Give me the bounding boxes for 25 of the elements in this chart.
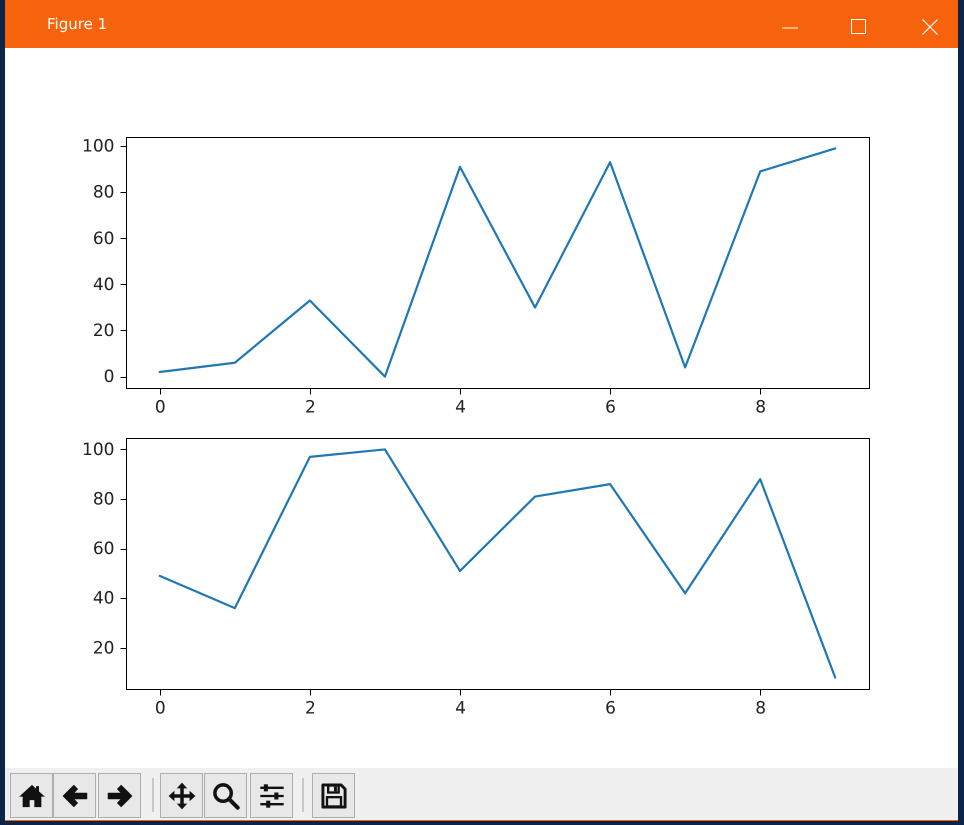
y-tick-label: 80 bbox=[92, 182, 114, 203]
x-tick-label: 6 bbox=[605, 398, 616, 418]
y-tick-label: 0 bbox=[104, 367, 114, 388]
x-tick-label: 0 bbox=[154, 698, 166, 718]
line-series bbox=[158, 448, 836, 679]
y-tick-label: 100 bbox=[82, 136, 114, 157]
y-tick-label: 40 bbox=[92, 274, 114, 295]
line-series bbox=[158, 147, 836, 378]
y-tick-label: 20 bbox=[92, 320, 114, 341]
x-tick-label: 0 bbox=[154, 398, 166, 418]
y-tick-label: 60 bbox=[92, 228, 114, 249]
y-tick-label: 40 bbox=[92, 588, 114, 609]
x-tick-label: 8 bbox=[755, 698, 766, 718]
y-tick-label: 60 bbox=[92, 539, 114, 560]
caption: Figure 1 bbox=[47, 15, 108, 33]
y-tick-label: 20 bbox=[92, 638, 114, 658]
x-tick-label: 6 bbox=[605, 698, 616, 718]
x-tick-label: 8 bbox=[755, 398, 766, 418]
title-bar: Figure 1 bbox=[5, 0, 958, 48]
y-tick-label: 80 bbox=[92, 490, 114, 510]
x-tick-label: 2 bbox=[304, 698, 316, 718]
y-tick-label: 100 bbox=[82, 440, 114, 460]
x-tick-label: 4 bbox=[455, 698, 466, 718]
x-tick-label: 4 bbox=[455, 398, 466, 418]
x-tick-label: 2 bbox=[304, 398, 316, 418]
